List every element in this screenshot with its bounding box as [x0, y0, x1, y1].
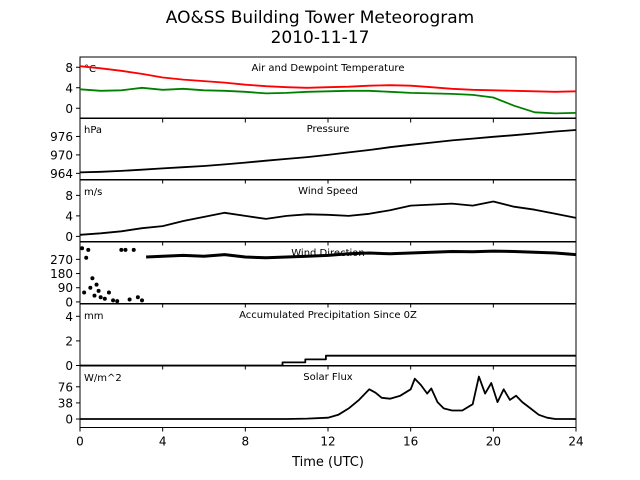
y-tick-label: 976: [50, 130, 73, 144]
figure-title: AO&SS Building Tower Meteorogram: [165, 8, 475, 28]
wind-direction-point: [127, 297, 132, 302]
wind-direction-point: [86, 247, 91, 252]
y-tick-label: 4: [65, 209, 73, 223]
series-line-1: [79, 65, 577, 93]
wind-direction-point: [84, 255, 89, 260]
wind-direction-point: [106, 290, 111, 295]
panel-unit: m/s: [84, 187, 102, 198]
panel-title: Wind Speed: [298, 186, 358, 197]
series-line-2: [79, 86, 577, 115]
wind-direction-point: [119, 247, 124, 252]
wind-direction-point: [82, 290, 87, 295]
wind-direction-point: [135, 295, 140, 300]
series-line-1: [80, 354, 576, 367]
wind-direction-point: [102, 296, 107, 301]
series-line-1: [79, 129, 577, 174]
y-tick-label: 0: [65, 359, 73, 373]
series-line-1: [79, 200, 577, 236]
x-tick-label: 20: [486, 435, 501, 449]
y-tick-label: 4: [65, 81, 73, 95]
panel-title: Accumulated Precipitation Since 0Z: [239, 310, 417, 321]
wind-direction-point: [94, 282, 99, 287]
y-tick-label: 76: [58, 380, 73, 394]
wind-direction-point: [90, 276, 95, 281]
wind-direction-trace: [146, 249, 577, 260]
wind-direction-point: [115, 299, 120, 304]
y-tick-label: 0: [65, 295, 73, 309]
x-axis-label: Time (UTC): [291, 455, 364, 470]
y-tick-label: 270: [50, 253, 73, 267]
y-tick-label: 964: [50, 167, 73, 181]
panel-unit: mm: [84, 311, 103, 322]
wind-direction-point: [123, 247, 128, 252]
x-tick-label: 12: [320, 435, 335, 449]
panel-title: Wind Direction: [291, 248, 365, 259]
x-tick-label: 8: [242, 435, 250, 449]
wind-direction-point: [111, 298, 116, 303]
figure-subtitle: 2010-11-17: [270, 28, 370, 48]
wind-direction-point: [140, 298, 144, 303]
wind-direction-point: [88, 285, 93, 290]
y-tick-label: 4: [65, 310, 73, 324]
wind-direction-point: [96, 288, 101, 293]
wind-direction-point: [80, 246, 85, 251]
y-tick-label: 2: [65, 334, 73, 348]
x-tick-label: 4: [159, 435, 167, 449]
y-tick-label: 0: [65, 413, 73, 427]
wind-direction-point: [92, 293, 97, 298]
x-tick-label: 24: [568, 435, 583, 449]
y-tick-label: 0: [65, 102, 73, 116]
x-tick-label: 16: [403, 435, 418, 449]
panel-title: Solar Flux: [303, 372, 353, 383]
panel-title: Air and Dewpoint Temperature: [252, 63, 405, 74]
y-tick-label: 0: [65, 230, 73, 244]
panel-unit: W/m^2: [84, 373, 122, 384]
wind-direction-point: [131, 247, 136, 252]
y-tick-label: 90: [58, 281, 73, 295]
panel-unit: hPa: [84, 125, 102, 136]
wind-direction-point: [98, 295, 103, 300]
series-line-1: [80, 375, 576, 420]
y-tick-label: 970: [50, 148, 73, 162]
x-tick-label: 0: [76, 435, 84, 449]
y-tick-label: 8: [65, 189, 73, 203]
panel-unit: °C: [84, 64, 96, 75]
panel-title: Pressure: [307, 124, 350, 135]
y-tick-label: 8: [65, 61, 73, 75]
y-tick-label: 180: [50, 267, 73, 281]
y-tick-label: 38: [58, 396, 73, 410]
